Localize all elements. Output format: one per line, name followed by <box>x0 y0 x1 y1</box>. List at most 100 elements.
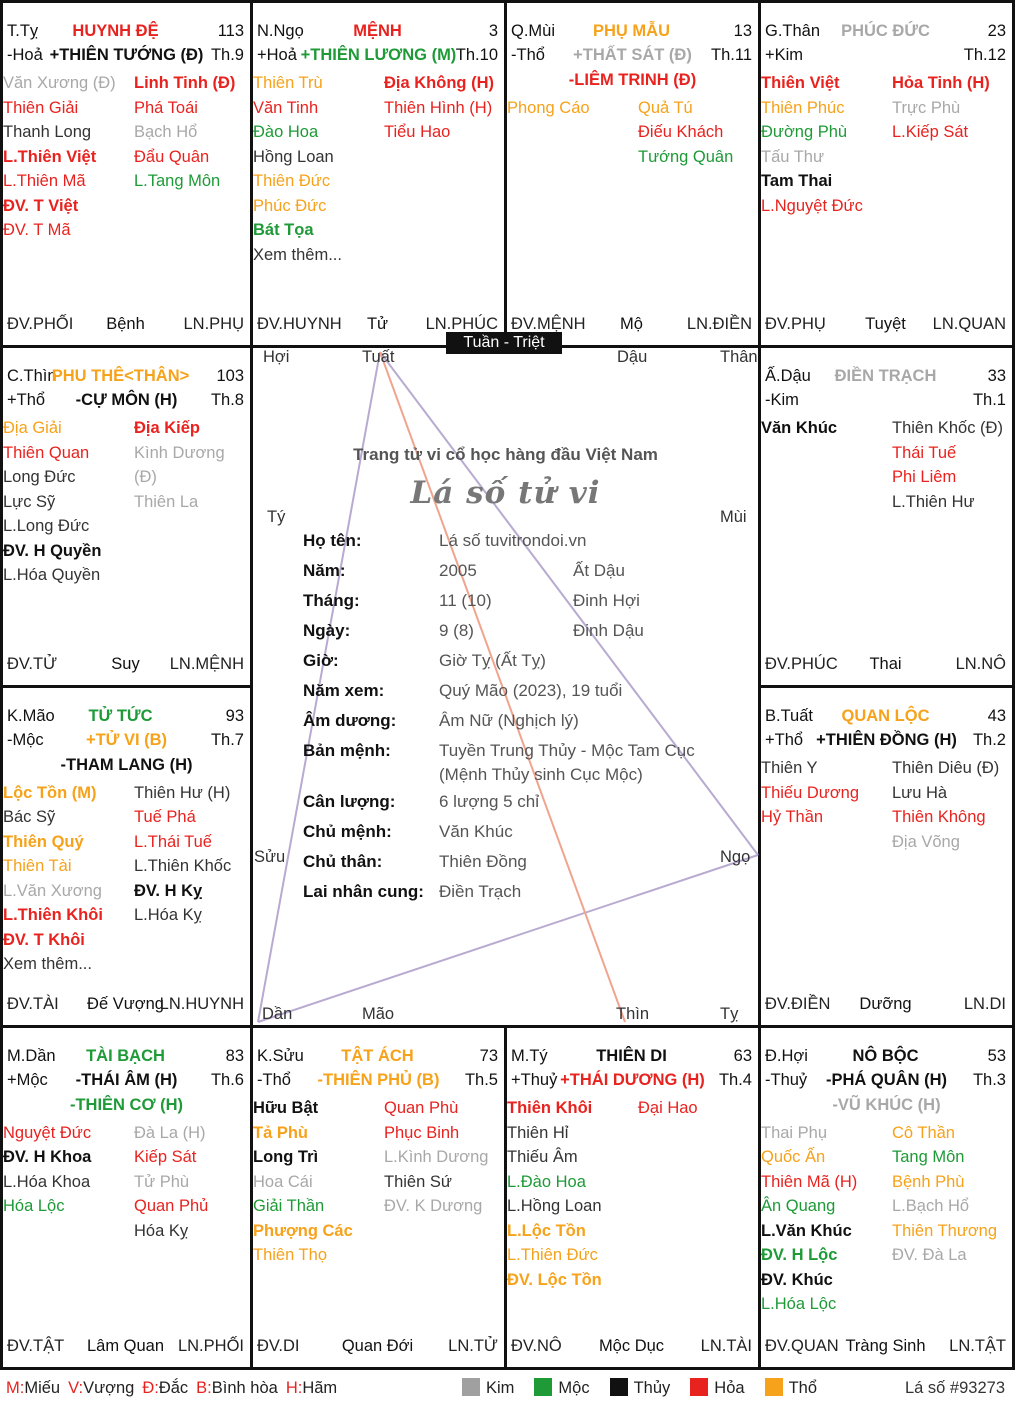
star-list-left: Thiên Việt Thiên Phúc Đường Phù Tấu Thư Tam … <box>761 71 863 218</box>
star: Kiếp Sát <box>134 1148 197 1166</box>
palace-name: NÔ BỘC <box>852 1047 919 1065</box>
star: Đại Hao <box>638 1099 698 1117</box>
star: ĐV. K Dương <box>384 1197 483 1215</box>
footer-ln: LN.PHỤ <box>183 315 244 333</box>
star: ĐV. T Khôi <box>3 930 85 949</box>
grid-line <box>504 1025 507 1370</box>
star: Thiếu Dương <box>761 783 859 802</box>
palace-dan[interactable]: M.Dần TÀI BẠCH 83 +Mộc Th.6 -THÁI ÂM (H) -THIÊ… <box>3 1028 250 1367</box>
palace-hoi[interactable]: Đ.Hợi NÔ BỘC 53 -Thuỷ Th.3 -PHÁ QUÂN (H) -VŨ K… <box>761 1028 1012 1367</box>
palace-ngo[interactable]: N.Ngọ MỆNH 3 +Hoả Th.10 +THIÊN LƯƠNG (M) Thiên… <box>253 3 504 345</box>
star: Địa Kiếp <box>134 419 201 437</box>
palace-th: Th.12 <box>963 46 1006 64</box>
palace-branch: T.Tỵ <box>7 22 39 40</box>
palace-age: 73 <box>479 1047 498 1065</box>
footer-dv: ĐV.NÔ <box>511 1337 562 1355</box>
main-star: +THÁI DƯƠNG (H) <box>560 1071 705 1089</box>
palace-branch: G.Thân <box>765 22 821 40</box>
palace-element: +Mộc <box>7 1071 48 1089</box>
star: Thiên Mã (H) <box>761 1172 858 1191</box>
star: Tả Phù <box>253 1123 309 1142</box>
palace-header: Đ.Hợi NÔ BỘC 53 -Thuỷ Th.3 <box>765 1044 1006 1094</box>
palace-th: Th.10 <box>455 46 498 64</box>
star: L.Thiên Đức <box>507 1246 598 1264</box>
horoscope-board: Tuần - Triệt Hợi Tuất Dậu Thân Tý Mùi Sử… <box>0 0 1015 1370</box>
footer-dv: ĐV.PHỐI <box>7 315 74 333</box>
main-stars: -THÁI ÂM (H) -THIÊN CƠ (H) <box>3 1068 250 1117</box>
palace-ty-bottom[interactable]: M.Tý THIÊN DI 63 +Thuỷ Th.4 +THÁI DƯƠNG (H) Th… <box>507 1028 758 1367</box>
palace-thin[interactable]: C.Thìn PHU THÊ<THÂN> 103 +Thổ Th.8 -CỰ MÔN (H… <box>3 348 250 685</box>
palace-branch: B.Tuất <box>765 707 813 725</box>
footer-ln: LN.PHỐI <box>177 1337 244 1355</box>
star: Thiên Diêu (Đ) <box>892 759 1000 777</box>
palace-footer: ĐV.HUYNH Tử LN.PHÚC <box>257 313 498 335</box>
main-star: -VŨ KHÚC (H) <box>832 1095 941 1114</box>
star: Thiên Phúc <box>761 98 845 117</box>
info-key: Chủ thân: <box>303 852 383 871</box>
palace-mao[interactable]: K.Mão TỬ TỨC 93 -Mộc Th.7 +TỬ VI (B) -THAM LAN… <box>3 688 250 1025</box>
info-key: Năm xem: <box>303 681 385 700</box>
palace-dau[interactable]: Ấ.Dậu ĐIỀN TRẠCH 33 -Kim Th.1 Văn Khúc Thiên K… <box>761 348 1012 685</box>
palace-mui[interactable]: Q.Mùi PHỤ MẪU 13 -Thổ Th.11 +THẤT SÁT (Đ) -LIÊ… <box>507 3 758 345</box>
star: Thanh Long <box>3 123 92 141</box>
footer-ln: LN.TẬT <box>949 1337 1006 1355</box>
palace-ty[interactable]: T.Tỵ HUYNH ĐỆ 113 -Hoả Th.9 +THIÊN TƯỚNG (Đ) V… <box>3 3 250 345</box>
star: Bác Sỹ <box>3 808 56 826</box>
palace-age: 63 <box>733 1047 752 1065</box>
info-value: 2005 <box>439 561 477 580</box>
palace-tuat[interactable]: B.Tuất QUAN LỘC 43 +Thổ Th.2 +THIÊN ĐỒNG (H) T… <box>761 688 1012 1025</box>
star: Quả Tú <box>638 98 693 117</box>
star: L.Thiên Hư <box>892 492 975 511</box>
grid-line <box>0 685 253 688</box>
star: Phục Binh <box>384 1123 460 1142</box>
legend-abbr-value: Miếu <box>24 1379 61 1397</box>
info-value: (Mệnh Thủy sinh Cục Mộc) <box>439 765 643 784</box>
palace-footer: ĐV.MỆNH Mộ LN.ĐIỀN <box>511 313 752 335</box>
star: Thiên La <box>134 492 199 511</box>
footer-stage: Mộ <box>620 315 643 333</box>
star: ĐV. H Khoa <box>3 1148 92 1166</box>
palace-name: TÀI BẠCH <box>86 1047 165 1065</box>
palace-than[interactable]: G.Thân PHÚC ĐỨC 23 +Kim Th.12 Thiên Việt Thiên… <box>761 3 1012 345</box>
palace-age: 33 <box>987 367 1006 385</box>
info-value: Quý Mão (2023), 19 tuổi <box>439 681 623 700</box>
palace-suu[interactable]: K.Sửu TẬT ÁCH 73 -Thổ Th.5 -THIÊN PHỦ (B) Hữu … <box>253 1028 504 1367</box>
branch-label-mao: Mão <box>362 1005 395 1023</box>
star: Tướng Quân <box>638 147 734 166</box>
element-swatch <box>690 1378 709 1396</box>
star: Kình Dương <box>134 443 225 462</box>
palace-footer: ĐV.PHỤ Tuyệt LN.QUAN <box>765 313 1006 335</box>
palace-element: -Kim <box>765 391 799 409</box>
star: Phượng Các <box>253 1221 353 1240</box>
star: L.Đào Hoa <box>507 1172 586 1191</box>
footer-dv: ĐV.QUAN <box>765 1337 839 1355</box>
main-star: -THIÊN CƠ (H) <box>69 1095 184 1114</box>
legend-abbr-value: Đắc <box>158 1379 189 1397</box>
branch-label-dan: Dần <box>262 1005 293 1023</box>
legend-abbr-item: Đ:Đắc <box>142 1379 188 1397</box>
star: ĐV. Khúc <box>761 1270 833 1289</box>
palace-age: 53 <box>987 1047 1006 1065</box>
site-slogan: Trang tử vi cổ học hàng đầu Việt Nam <box>353 445 658 464</box>
branch-label-suu: Sửu <box>254 848 286 866</box>
star: L.Lộc Tồn <box>507 1221 586 1240</box>
main-star: +THIÊN LƯƠNG (M) <box>300 46 457 64</box>
legend-element-item: Thủy <box>609 1378 670 1397</box>
star: Văn Xương (Đ) <box>3 74 116 92</box>
footer-stage: Bệnh <box>106 315 145 333</box>
branch-label-thin: Thìn <box>616 1005 650 1023</box>
star: Long Đức <box>3 468 76 486</box>
star: Thiên Tài <box>3 857 72 875</box>
palace-element: +Thổ <box>7 391 46 409</box>
star: Thiên Trù <box>253 74 323 92</box>
legend-abbr-value: Vượng <box>83 1379 135 1397</box>
legend-element-item: Thổ <box>764 1378 817 1397</box>
star-list-right: Hỏa Tinh (H) Trực Phù L.Kiếp Sát <box>892 71 990 145</box>
palace-header: M.Tý THIÊN DI 63 +Thuỷ Th.4 <box>511 1044 752 1094</box>
grid-line <box>0 1367 1015 1370</box>
palace-branch: C.Thìn <box>7 367 57 385</box>
palace-name: PHỤ MẪU <box>593 22 670 40</box>
star: Thiên Thương <box>892 1221 998 1240</box>
legend-abbr-item: M:Miếu <box>6 1379 60 1397</box>
star: Hóa Lộc <box>3 1197 65 1215</box>
